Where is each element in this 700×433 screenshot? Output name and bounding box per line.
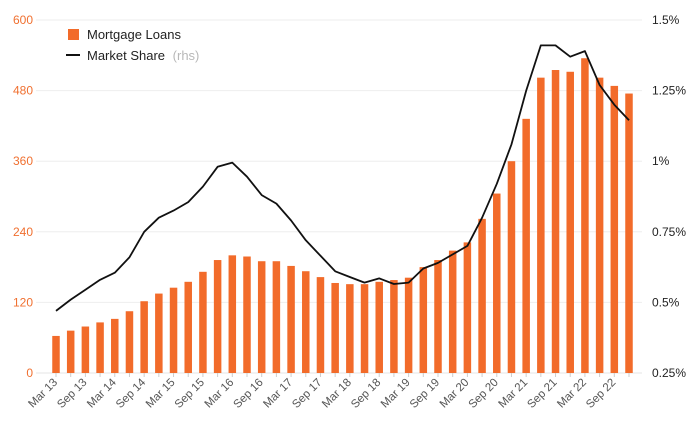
bar-mortgage-loans bbox=[448, 250, 457, 373]
bar-mortgage-loans bbox=[140, 301, 148, 373]
x-tick-label: Mar 18 bbox=[320, 377, 354, 411]
bar-mortgage-loans bbox=[375, 281, 383, 373]
bar-mortgage-loans bbox=[419, 267, 428, 373]
x-tick-label: Mar 17 bbox=[261, 377, 295, 411]
bar-mortgage-loans bbox=[625, 93, 633, 374]
line-market-share bbox=[55, 44, 630, 312]
bar-mortgage-loans bbox=[111, 318, 119, 373]
y-left-tick-label: 120 bbox=[13, 295, 33, 309]
bar-mortgage-loans bbox=[390, 280, 398, 373]
x-tick-label: Mar 21 bbox=[496, 377, 530, 411]
x-tick-label: Sep 17 bbox=[290, 377, 324, 411]
y-left-tick-label: 480 bbox=[13, 84, 33, 98]
x-tick-label: Sep 20 bbox=[467, 377, 501, 411]
bar-mortgage-loans bbox=[199, 271, 207, 373]
bar-mortgage-loans bbox=[581, 58, 589, 373]
y-right-tick-label: 0.75% bbox=[652, 225, 686, 239]
y-right-tick-label: 1.25% bbox=[652, 84, 686, 98]
bar-mortgage-loans bbox=[346, 284, 354, 373]
bar-mortgage-loans bbox=[478, 218, 486, 373]
bar-mortgage-loans bbox=[566, 71, 574, 374]
bar-mortgage-loans bbox=[243, 256, 251, 373]
bar-mortgage-loans bbox=[272, 261, 281, 373]
x-tick-label: Sep 16 bbox=[232, 377, 266, 411]
bar-mortgage-loans bbox=[96, 322, 104, 373]
legend-swatch-mortgage-loans bbox=[68, 29, 79, 40]
bar-mortgage-loans bbox=[302, 271, 310, 373]
y-right-tick-label: 0.5% bbox=[652, 295, 680, 309]
bar-mortgage-loans bbox=[52, 335, 60, 373]
legend-label-market-share-name: Market Share bbox=[87, 48, 165, 63]
x-tick-label: Sep 19 bbox=[408, 377, 442, 411]
x-tick-label: Mar 15 bbox=[144, 377, 178, 411]
x-tick-label: Sep 14 bbox=[114, 376, 149, 411]
line-series bbox=[55, 44, 630, 312]
left-axis-ticks: 0 120 240 360 480 600 bbox=[13, 13, 33, 380]
bar-series bbox=[52, 58, 633, 374]
bar-mortgage-loans bbox=[610, 85, 619, 373]
bar-mortgage-loans bbox=[287, 265, 295, 373]
bar-mortgage-loans bbox=[404, 277, 413, 373]
y-left-tick-label: 0 bbox=[26, 366, 33, 380]
bar-mortgage-loans bbox=[331, 282, 339, 373]
x-tick-label: Mar 14 bbox=[85, 376, 119, 410]
x-tick-label: Sep 21 bbox=[525, 377, 559, 411]
bar-mortgage-loans bbox=[257, 261, 266, 373]
bar-mortgage-loans bbox=[169, 287, 178, 373]
x-tick-label: Sep 13 bbox=[55, 377, 89, 411]
bar-mortgage-loans bbox=[125, 311, 134, 373]
legend-label-market-share: Market Share (rhs) bbox=[87, 48, 199, 63]
bar-mortgage-loans bbox=[155, 293, 163, 373]
bar-mortgage-loans bbox=[537, 77, 545, 373]
bar-mortgage-loans bbox=[81, 326, 90, 373]
x-tick-label: Mar 13 bbox=[26, 377, 60, 411]
y-right-tick-label: 0.25% bbox=[652, 366, 686, 380]
x-tick-label: Mar 20 bbox=[438, 377, 472, 411]
bar-mortgage-loans bbox=[316, 277, 325, 373]
x-tick-label: Mar 16 bbox=[203, 377, 237, 411]
y-left-tick-label: 360 bbox=[13, 154, 33, 168]
x-tick-label: Sep 15 bbox=[173, 377, 207, 411]
y-left-tick-label: 600 bbox=[13, 13, 33, 27]
bar-mortgage-loans bbox=[360, 284, 369, 373]
bar-mortgage-loans bbox=[184, 281, 192, 373]
bar-mortgage-loans bbox=[463, 242, 472, 373]
legend-label-rhs: (rhs) bbox=[173, 48, 200, 63]
bar-mortgage-loans bbox=[228, 255, 237, 373]
bar-mortgage-loans bbox=[213, 260, 222, 373]
x-tick-label: Mar 19 bbox=[379, 377, 413, 411]
y-right-tick-label: 1% bbox=[652, 154, 670, 168]
x-tick-label: Sep 22 bbox=[584, 377, 618, 411]
bar-mortgage-loans bbox=[595, 77, 604, 373]
bar-mortgage-loans bbox=[434, 260, 442, 373]
bar-mortgage-loans bbox=[493, 193, 501, 373]
bar-mortgage-loans bbox=[522, 118, 530, 373]
right-axis-ticks: 0.25% 0.5% 0.75% 1% 1.25% 1.5% bbox=[652, 13, 686, 380]
bar-mortgage-loans bbox=[551, 70, 560, 373]
x-tick-label: Sep 18 bbox=[349, 377, 383, 411]
y-left-tick-label: 240 bbox=[13, 225, 33, 239]
y-right-tick-label: 1.5% bbox=[652, 13, 680, 27]
x-tick-label: Mar 22 bbox=[555, 377, 589, 411]
legend-label-mortgage-loans: Mortgage Loans bbox=[87, 27, 181, 42]
bar-mortgage-loans bbox=[507, 161, 516, 373]
legend: Mortgage Loans Market Share (rhs) bbox=[66, 27, 199, 63]
bar-mortgage-loans bbox=[66, 330, 75, 373]
